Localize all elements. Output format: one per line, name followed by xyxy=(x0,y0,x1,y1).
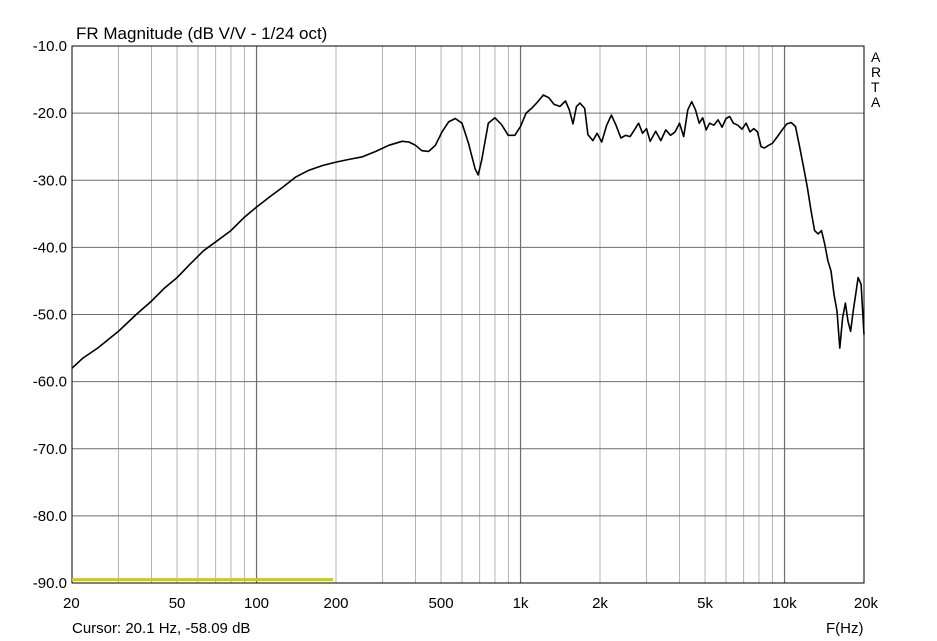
chart-title: FR Magnitude (dB V/V - 1/24 oct) xyxy=(76,24,327,43)
y-tick-label: -60.0 xyxy=(33,374,67,391)
brand-letter: T xyxy=(871,79,880,95)
y-tick-label: -90.0 xyxy=(33,575,67,592)
x-tick-label: 200 xyxy=(323,595,348,612)
y-tick-label: -40.0 xyxy=(33,239,67,256)
y-tick-label: -70.0 xyxy=(33,441,67,458)
x-tick-label: 20 xyxy=(63,595,80,612)
x-axis-ticks: 20 50 100 200 500 1k 2k 5k 10k 20k xyxy=(63,595,878,612)
x-tick-label: 5k xyxy=(697,595,713,612)
brand-letter: R xyxy=(871,64,881,80)
series-group xyxy=(71,94,865,582)
plot-frame xyxy=(71,45,865,584)
y-tick-label: -50.0 xyxy=(33,307,67,324)
x-axis-label: F(Hz) xyxy=(826,620,864,637)
y-tick-label: -10.0 xyxy=(33,38,67,55)
y-axis-ticks: -10.0 -20.0 -30.0 -40.0 -50.0 -60.0 -70.0 -80.0… xyxy=(33,38,67,592)
brand-letter: A xyxy=(871,94,881,110)
response-curve xyxy=(71,94,865,369)
y-tick-label: -30.0 xyxy=(33,172,67,189)
x-tick-label: 100 xyxy=(244,595,269,612)
grid-lines xyxy=(72,46,864,583)
x-tick-label: 2k xyxy=(592,595,608,612)
y-tick-label: -80.0 xyxy=(33,508,67,525)
brand-letter: A xyxy=(871,49,881,65)
x-tick-label: 10k xyxy=(772,595,797,612)
x-tick-label: 500 xyxy=(429,595,454,612)
x-tick-label: 1k xyxy=(513,595,529,612)
cursor-readout: Cursor: 20.1 Hz, -58.09 dB xyxy=(72,620,250,637)
x-tick-label: 50 xyxy=(169,595,186,612)
y-tick-label: -20.0 xyxy=(33,105,67,122)
x-tick-label: 20k xyxy=(854,595,879,612)
